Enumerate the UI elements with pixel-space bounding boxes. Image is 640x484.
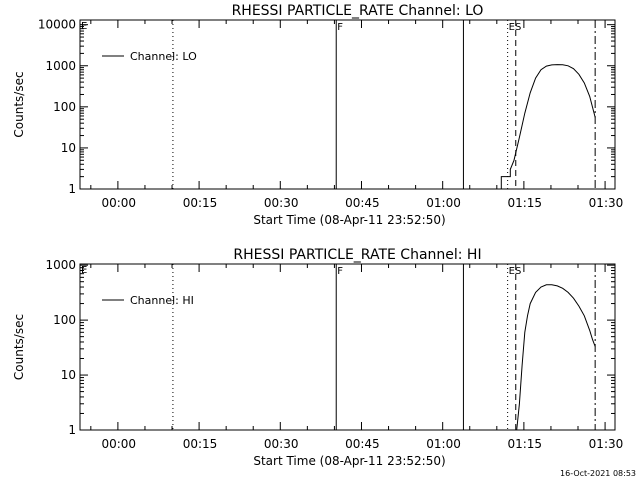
x-tick-label: 01:00 xyxy=(426,196,461,210)
corner-label: E xyxy=(81,21,87,32)
plot-frame xyxy=(80,20,615,189)
corner-label: E xyxy=(81,265,87,276)
x-tick-label: 00:45 xyxy=(345,196,380,210)
chart-panel-2: RHESSI PARTICLE_RATE Channel: HI Counts/s… xyxy=(12,247,623,468)
x-axis-label: Start Time (08-Apr-11 23:52:50) xyxy=(253,454,445,468)
x-tick-label: 01:30 xyxy=(589,437,624,451)
series-line xyxy=(496,65,595,189)
y-tick-label: 1000 xyxy=(45,59,76,73)
x-tick-label: 01:00 xyxy=(426,437,461,451)
marker-label: ES xyxy=(509,22,522,33)
y-tick-label: 1000 xyxy=(45,258,76,272)
x-tick-label: 01:15 xyxy=(507,437,542,451)
legend-label: Channel: LO xyxy=(130,50,197,63)
x-tick-label: 01:30 xyxy=(589,196,624,210)
x-tick-label: 01:15 xyxy=(507,196,542,210)
chart-panel-1: RHESSI PARTICLE_RATE Channel: LO Counts/s… xyxy=(12,3,623,227)
chart-title: RHESSI PARTICLE_RATE Channel: LO xyxy=(232,3,484,19)
x-tick-label: 00:30 xyxy=(264,196,299,210)
series-line xyxy=(517,285,596,430)
y-axis-label: Counts/sec xyxy=(12,71,26,137)
x-tick-label: 00:30 xyxy=(264,437,299,451)
chart-title: RHESSI PARTICLE_RATE Channel: HI xyxy=(233,247,481,263)
x-axis-label: Start Time (08-Apr-11 23:52:50) xyxy=(253,213,445,227)
generation-timestamp: 16-Oct-2021 08:53 xyxy=(560,469,636,478)
x-tick-label: 00:00 xyxy=(101,196,136,210)
x-tick-label: 00:15 xyxy=(183,437,218,451)
y-tick-label: 10000 xyxy=(38,18,76,32)
y-tick-label: 100 xyxy=(53,100,76,114)
x-tick-label: 00:45 xyxy=(345,437,380,451)
y-tick-label: 10 xyxy=(61,368,76,382)
plot-frame xyxy=(80,264,615,430)
y-tick-label: 100 xyxy=(53,313,76,327)
x-tick-label: 00:15 xyxy=(183,196,218,210)
marker-label: F xyxy=(337,266,343,277)
marker-label: ES xyxy=(509,266,522,277)
x-tick-label: 00:00 xyxy=(101,437,136,451)
y-tick-label: 10 xyxy=(61,141,76,155)
y-tick-label: 1 xyxy=(68,423,76,437)
legend-label: Channel: HI xyxy=(130,294,194,307)
y-tick-label: 1 xyxy=(68,182,76,196)
y-axis-label: Counts/sec xyxy=(12,314,26,380)
marker-label: F xyxy=(337,22,343,33)
